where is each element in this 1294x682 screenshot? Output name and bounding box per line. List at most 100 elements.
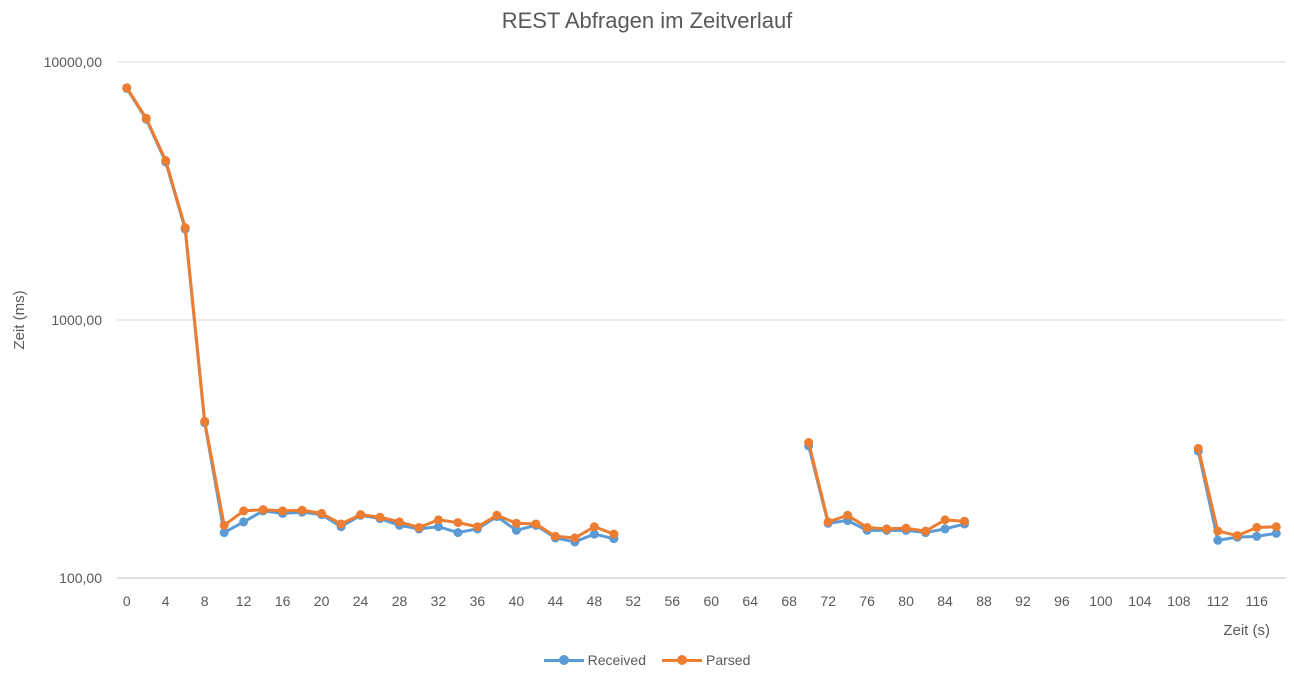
data-point xyxy=(122,83,132,93)
legend-item-received: Received xyxy=(543,652,646,668)
data-point xyxy=(453,518,463,528)
x-tick-label: 80 xyxy=(898,593,914,609)
x-tick-label: 4 xyxy=(162,593,170,609)
data-point xyxy=(492,510,502,520)
x-tick-label: 20 xyxy=(314,593,330,609)
legend-item-parsed: Parsed xyxy=(662,652,750,668)
legend-swatch xyxy=(543,653,584,667)
data-point xyxy=(356,510,366,520)
x-axis-label: Zeit (s) xyxy=(1223,622,1270,639)
data-point xyxy=(433,515,443,525)
x-tick-label: 68 xyxy=(781,593,797,609)
data-point xyxy=(1232,531,1242,541)
x-tick-label: 56 xyxy=(664,593,680,609)
x-tick-label: 40 xyxy=(509,593,525,609)
series xyxy=(122,83,1281,547)
data-point xyxy=(317,508,327,518)
x-tick-label: 52 xyxy=(626,593,642,609)
x-tick-label: 96 xyxy=(1054,593,1070,609)
series-line xyxy=(125,87,615,544)
series-received xyxy=(122,83,1281,547)
data-point xyxy=(219,520,229,530)
x-tick-label: 0 xyxy=(123,593,131,609)
data-point xyxy=(239,506,249,516)
data-point xyxy=(219,528,229,538)
data-point xyxy=(336,519,346,529)
data-point xyxy=(921,526,931,536)
data-point xyxy=(453,528,463,538)
data-point xyxy=(395,517,405,527)
x-tick-label: 32 xyxy=(431,593,447,609)
data-point xyxy=(239,517,249,527)
data-point xyxy=(1271,528,1281,538)
data-point xyxy=(414,522,424,532)
series-parsed xyxy=(122,83,1281,543)
x-tick-label: 64 xyxy=(742,593,758,609)
x-tick-label: 44 xyxy=(548,593,564,609)
data-point xyxy=(882,524,892,534)
data-point xyxy=(823,517,833,527)
x-tick-label: 116 xyxy=(1246,593,1269,609)
legend-label: Received xyxy=(587,652,646,668)
data-point xyxy=(472,522,482,532)
x-tick-label: 24 xyxy=(353,593,369,609)
x-tick-label: 88 xyxy=(976,593,992,609)
x-tick-label: 84 xyxy=(937,593,953,609)
data-point xyxy=(804,438,814,448)
data-point xyxy=(511,518,521,528)
data-point xyxy=(940,524,950,534)
x-tick-label: 112 xyxy=(1207,593,1230,609)
x-tick-label: 60 xyxy=(703,593,719,609)
series-line xyxy=(1196,448,1277,538)
y-tick-label: 100,00 xyxy=(59,570,102,586)
x-tick-label: 28 xyxy=(392,593,408,609)
x-tick-label: 16 xyxy=(275,593,291,609)
legend: Received Parsed xyxy=(0,652,1294,668)
data-point xyxy=(258,505,268,515)
data-point xyxy=(375,512,385,522)
x-tick-label: 36 xyxy=(470,593,486,609)
data-point xyxy=(1252,522,1262,532)
data-point xyxy=(589,522,599,532)
data-point xyxy=(940,515,950,525)
data-point xyxy=(901,523,911,533)
data-point xyxy=(1213,526,1223,536)
x-tick-label: 48 xyxy=(587,593,603,609)
y-axis-label: Zeit (ms) xyxy=(11,290,28,349)
data-point xyxy=(843,510,853,520)
x-tick-label: 108 xyxy=(1167,593,1191,609)
data-point xyxy=(550,531,560,541)
x-tick-label: 76 xyxy=(859,593,875,609)
data-point xyxy=(200,416,210,426)
data-point xyxy=(1193,443,1203,453)
data-point xyxy=(511,525,521,535)
data-point xyxy=(433,522,443,532)
data-point xyxy=(862,522,872,532)
y-tick-label: 1000,00 xyxy=(51,312,102,328)
data-point xyxy=(531,519,541,529)
x-tick-label: 92 xyxy=(1015,593,1031,609)
data-point xyxy=(1252,531,1262,541)
legend-swatch xyxy=(662,653,702,667)
legend-label: Parsed xyxy=(706,652,751,668)
series-line xyxy=(125,86,615,540)
data-point xyxy=(609,529,619,539)
x-tick-label: 104 xyxy=(1128,593,1152,609)
data-point xyxy=(1213,535,1223,545)
data-point xyxy=(570,533,580,543)
data-point xyxy=(960,516,970,526)
data-point xyxy=(180,223,190,233)
x-tick-label: 100 xyxy=(1089,593,1113,609)
chart-title: REST Abfragen im Zeitverlauf xyxy=(501,8,793,33)
data-point xyxy=(1271,522,1281,532)
gridlines xyxy=(117,61,1286,321)
data-point xyxy=(589,529,599,539)
data-point xyxy=(297,505,307,515)
x-tick-label: 72 xyxy=(820,593,836,609)
data-point xyxy=(141,113,151,123)
data-point xyxy=(161,156,171,166)
y-tick-label: 10000,00 xyxy=(44,54,103,70)
data-point xyxy=(278,506,288,516)
